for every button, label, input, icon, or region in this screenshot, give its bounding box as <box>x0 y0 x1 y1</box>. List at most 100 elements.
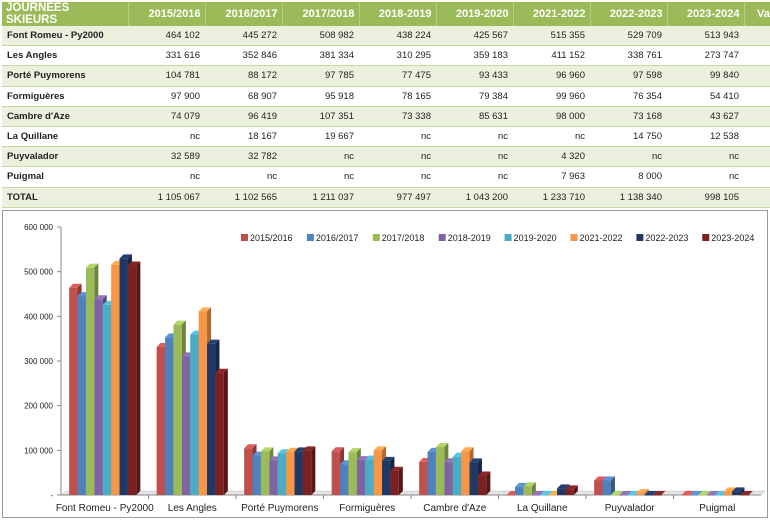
x-tick-label: Puigmal <box>699 503 735 514</box>
table-cell: 998 105 <box>667 187 744 208</box>
table-row: Formiguères 97 900 68 907 95 918 78 165 79 38… <box>2 86 770 107</box>
y-tick-label: 200 000 <box>24 402 53 411</box>
x-tick-label: Les Angles <box>168 503 217 514</box>
legend-swatch <box>306 234 314 241</box>
legend-swatch <box>241 234 248 241</box>
y-tick-label: 500 000 <box>24 268 53 277</box>
table-cell: 85 631 <box>436 106 513 127</box>
table-cell: nc <box>590 146 667 168</box>
table-cell: 1 233 710 <box>513 187 590 208</box>
table-cell: 508 982 <box>282 26 359 47</box>
table-cell: 12 538 <box>667 126 744 148</box>
x-tick-label: Puyvalador <box>605 503 656 514</box>
legend-swatch <box>570 234 578 241</box>
bar <box>390 466 403 495</box>
table-cell: 8 000 <box>590 166 667 188</box>
table-cell: 54 410 <box>667 86 744 107</box>
row-label: Formiguères <box>2 86 128 107</box>
ski-days-table: JOURNEES SKIEURS 2015/2016 2016/2017 2017/2… <box>2 2 770 208</box>
table-cell: 95 918 <box>282 86 359 107</box>
y-tick-label: 600 000 <box>24 223 53 232</box>
variation-cell: -40,4% <box>744 106 770 127</box>
bar <box>698 491 711 496</box>
table-cell: nc <box>128 126 205 148</box>
table-cell: 273 747 <box>667 45 744 67</box>
table-cell: 425 567 <box>436 26 513 47</box>
bar <box>732 487 745 495</box>
y-tick-label: - <box>50 491 53 500</box>
table-cell: 445 272 <box>205 26 282 47</box>
y-tick-label: 400 000 <box>24 312 53 321</box>
table-header-title: JOURNEES SKIEURS <box>2 2 129 26</box>
row-label: TOTAL <box>2 187 128 208</box>
table-cell: 74 079 <box>128 106 205 127</box>
table-cell: nc <box>205 166 282 188</box>
legend-label: 2021-2022 <box>580 233 623 243</box>
bar <box>477 471 491 495</box>
bar <box>302 446 316 495</box>
table-cell: nc <box>436 166 513 188</box>
bar <box>636 489 649 495</box>
table-cell: 96 960 <box>513 65 590 87</box>
legend-label: 2018-2019 <box>448 233 491 243</box>
row-label: Cambre d'Aze <box>2 106 128 127</box>
variation-cell: -28,7% <box>744 86 770 107</box>
table-cell: 14 750 <box>590 126 667 148</box>
table-cell: nc <box>359 126 436 148</box>
variation-cell: -19,2% <box>744 45 770 67</box>
bar <box>127 261 141 495</box>
bar <box>523 482 536 495</box>
bar <box>610 491 624 496</box>
y-tick-label: 300 000 <box>24 357 53 366</box>
column-header-0: 2015/2016 <box>128 2 206 26</box>
table-cell: 96 419 <box>205 106 282 127</box>
column-header-7: 2023-2024 <box>667 2 745 26</box>
column-header-variation: Variation <box>744 2 770 26</box>
x-tick-label: Formiguères <box>339 503 395 514</box>
table-cell: nc <box>282 166 359 188</box>
table-cell: 515 355 <box>513 26 590 47</box>
table-cell: 310 295 <box>359 45 436 67</box>
legend-swatch <box>438 234 446 241</box>
table-cell: 1 105 067 <box>128 187 205 208</box>
legend-label: 2015/2016 <box>250 233 293 243</box>
table-cell: 107 351 <box>282 106 359 127</box>
table-cell: 76 354 <box>590 86 667 107</box>
table-row: Puyvalador 32 589 32 782 nc nc nc 4 320 nc nc <box>2 146 770 168</box>
legend-label: 2022-2023 <box>645 233 688 243</box>
table-cell: 1 102 565 <box>205 187 282 208</box>
table-cell: 4 320 <box>513 146 590 168</box>
table-cell: nc <box>667 166 744 188</box>
table-cell: 19 667 <box>282 126 359 148</box>
variation-cell <box>744 166 770 188</box>
bar <box>644 491 657 496</box>
table-cell: 359 183 <box>436 45 513 67</box>
legend-swatch <box>636 234 644 241</box>
bar <box>540 491 553 496</box>
table-cell: 79 384 <box>436 86 513 107</box>
row-label: Puigmal <box>2 166 128 188</box>
bar <box>740 491 753 496</box>
table-cell: nc <box>436 126 513 148</box>
legend-label: 2019-2020 <box>514 233 557 243</box>
y-tick-label: 100 000 <box>24 446 53 455</box>
legend-label: 2016/2017 <box>316 233 359 243</box>
table-cell: 97 598 <box>590 65 667 87</box>
table-cell: 464 102 <box>128 26 205 47</box>
table-row: La Quillane nc 18 167 19 667 nc nc nc 14 750 12 … <box>2 126 770 148</box>
table-cell: 68 907 <box>205 86 282 107</box>
legend-swatch <box>504 234 512 241</box>
table-row: Puigmal nc nc nc nc nc 7 963 8 000 nc <box>2 166 770 188</box>
bar <box>565 485 578 495</box>
table-cell: 381 334 <box>282 45 359 67</box>
legend-label: 2023-2024 <box>711 233 754 243</box>
table-cell: 88 172 <box>205 65 282 87</box>
table-cell: nc <box>128 166 205 188</box>
column-header-1: 2016/2017 <box>205 2 283 26</box>
table-cell: 1 138 340 <box>590 187 667 208</box>
x-tick-label: Porté Puymorens <box>241 503 318 514</box>
legend-label: 2017/2018 <box>382 233 425 243</box>
bar-chart: 600 000 500 000 400 000 300 000 200 000 100 0… <box>24 223 766 514</box>
table-cell: 97 900 <box>128 86 205 107</box>
table-body: Font Romeu - Py2000 464 102 445 272 508 982… <box>2 26 770 208</box>
